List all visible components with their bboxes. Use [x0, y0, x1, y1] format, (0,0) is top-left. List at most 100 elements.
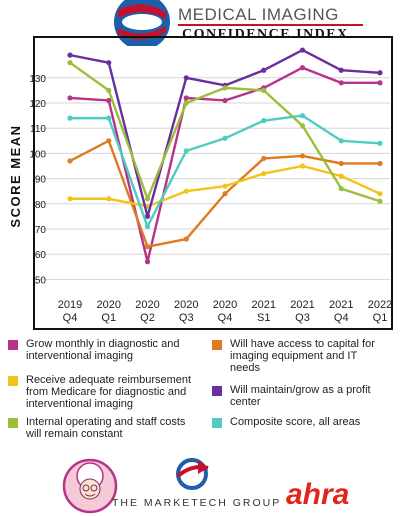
data-point [299, 65, 306, 71]
x-tick-label-year: 2020 [174, 299, 198, 311]
data-point [144, 244, 151, 250]
data-point [261, 118, 267, 124]
data-point [299, 113, 306, 119]
legend-label: Internal operating and staff costs will … [26, 416, 186, 440]
legend-label: Receive adequate reimbursement from Medi… [26, 374, 192, 410]
legend-item: Internal operating and staff costs will … [8, 416, 196, 440]
data-point [144, 259, 151, 265]
data-point [338, 138, 344, 144]
data-point [67, 95, 73, 101]
y-tick-label: 120 [29, 99, 46, 110]
plot-frame [33, 36, 393, 330]
legend-label: Will have access to capital for imaging … [230, 338, 375, 374]
data-point [183, 100, 189, 106]
data-point [106, 115, 112, 121]
data-point [67, 115, 73, 121]
y-tick-label: 80 [35, 200, 47, 211]
legend-item: Grow monthly in diagnostic and intervent… [8, 338, 192, 362]
data-point [67, 158, 73, 164]
y-tick-label: 110 [30, 124, 46, 135]
data-point [106, 87, 112, 93]
header: MEDICAL IMAGING CONFIDENCE INDEX [0, 0, 400, 46]
legend-label: Composite score, all areas [230, 416, 361, 428]
data-point [377, 198, 383, 204]
data-point [144, 213, 151, 219]
data-point [338, 186, 344, 192]
x-tick-label-period: Q2 [140, 312, 155, 324]
x-tick-label-period: Q1 [101, 312, 116, 324]
legend: Grow monthly in diagnostic and intervent… [8, 338, 392, 450]
x-tick-label-year: 2021 [252, 299, 276, 311]
data-point [183, 95, 189, 101]
data-point [106, 138, 112, 144]
mascot-logo [62, 458, 118, 514]
grid [36, 77, 390, 280]
legend-label: Will maintain/grow as a profit center [230, 384, 371, 408]
x-tick-label-period: Q4 [218, 312, 233, 324]
data-point [299, 153, 306, 159]
data-point [106, 97, 112, 104]
data-point [106, 196, 112, 202]
data-point [144, 196, 151, 202]
data-point [222, 135, 228, 141]
y-tick-label: 50 [35, 275, 47, 286]
x-tick-label-year: 2019 [58, 299, 82, 311]
y-tick-label: 130 [29, 74, 46, 85]
data-point [377, 160, 383, 167]
data-point [299, 123, 306, 129]
data-point [338, 67, 344, 73]
data-point [67, 52, 73, 58]
data-point [183, 75, 189, 81]
y-axis-label: SCORE MEAN [8, 124, 23, 227]
data-point [183, 188, 189, 194]
legend-swatch [8, 418, 18, 428]
data-point [299, 47, 306, 53]
x-tick-label-period: Q4 [63, 312, 78, 324]
data-point [183, 148, 189, 154]
header-title: MEDICAL IMAGING [178, 5, 339, 24]
legend-item: Will maintain/grow as a profit center [212, 384, 388, 408]
legend-swatch [212, 386, 222, 396]
data-point [338, 80, 344, 86]
legend-label: Grow monthly in diagnostic and intervent… [26, 338, 180, 362]
legend-swatch [212, 340, 222, 350]
data-point [261, 170, 267, 177]
data-point [261, 67, 267, 73]
x-tick-label-year: 2021 [329, 299, 353, 311]
x-tick-label-period: Q3 [179, 312, 194, 324]
x-tick-labels: 2019Q42020Q12020Q22020Q32020Q42021S12021… [58, 299, 392, 324]
x-tick-label-period: S1 [257, 312, 270, 324]
series-lines [67, 47, 383, 265]
legend-item: Composite score, all areas [212, 416, 388, 428]
data-point [377, 70, 383, 76]
data-point [222, 191, 228, 197]
data-point [338, 160, 344, 167]
x-tick-label-year: 2020 [97, 299, 121, 311]
data-point [377, 140, 383, 146]
legend-item: Receive adequate reimbursement from Medi… [8, 374, 196, 410]
header-rule [178, 24, 363, 26]
data-point [67, 60, 73, 66]
data-point [222, 85, 228, 91]
y-tick-label: 90 [35, 175, 47, 186]
x-tick-label-period: Q3 [295, 312, 310, 324]
x-tick-label-year: 2020 [213, 299, 237, 311]
data-point [377, 80, 383, 86]
data-point [144, 223, 151, 230]
x-tick-label-year: 2021 [290, 299, 314, 311]
legend-item: Will have access to capital for imaging … [212, 338, 388, 374]
marketech-text: THE MARKETECH GROUP [112, 497, 282, 509]
data-point [299, 163, 306, 169]
header-subtitle: CONFIDENCE INDEX [182, 27, 349, 42]
x-tick-label-period: Q1 [373, 312, 388, 324]
y-tick-label: 70 [35, 225, 47, 236]
data-point [67, 196, 73, 202]
data-point [183, 236, 189, 242]
x-tick-label-period: Q4 [334, 312, 349, 324]
y-tick-label: 60 [35, 250, 47, 261]
x-tick-label-year: 2022 [368, 299, 392, 311]
y-tick-labels: 50 60 70 80 90 100 110 120 130 [29, 74, 46, 287]
data-point [222, 97, 228, 104]
y-tick-label: 100 [29, 149, 46, 160]
